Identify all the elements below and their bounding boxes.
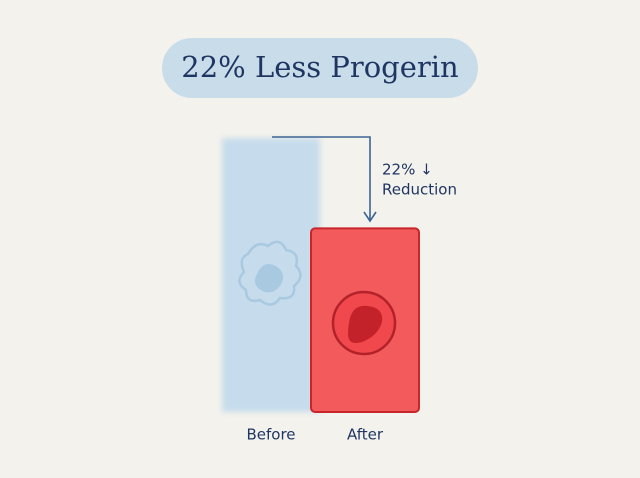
title-pill [162,38,478,98]
reduction-arrow [272,136,377,223]
before-nucleus [255,264,284,293]
cell-icons [238,240,397,356]
chart-title: 22% Less Progerin [181,50,458,84]
x-tick-label: After [347,426,384,444]
annotation: Reduction [382,181,457,199]
before-cell [238,240,302,306]
arrow-line [272,136,371,220]
arrow-head [363,211,377,223]
annotation: 22% ↓ [382,161,433,179]
after-nucleus [348,305,383,343]
x-tick-label: Before [246,426,295,444]
